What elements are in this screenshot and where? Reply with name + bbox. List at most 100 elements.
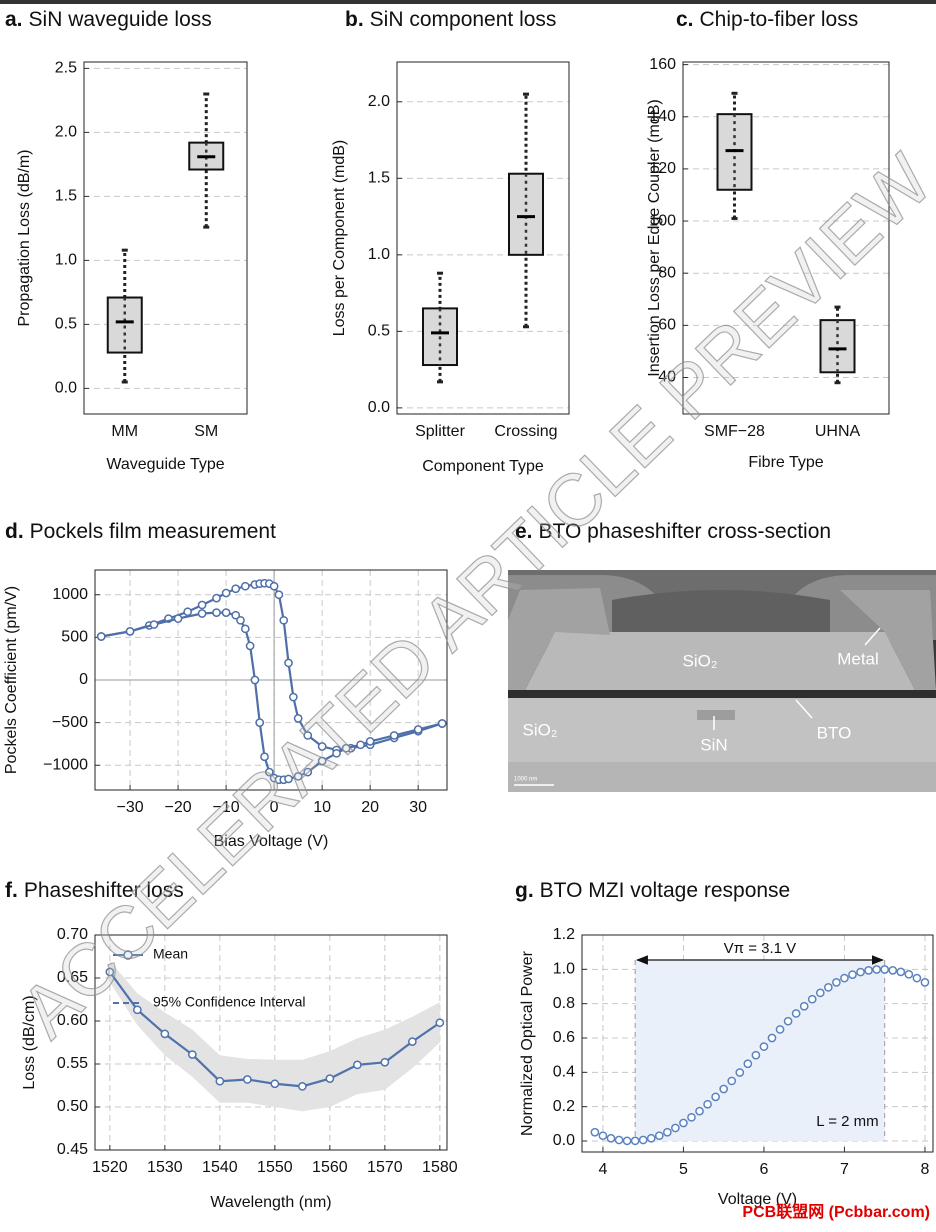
y-axis-label: Normalized Optical Power bbox=[519, 950, 536, 1136]
annotation: Vπ = 3.1 V bbox=[724, 940, 796, 957]
point bbox=[872, 965, 881, 974]
y-tick-label: −1000 bbox=[43, 756, 88, 773]
point bbox=[823, 983, 833, 992]
y-axis-label: Loss per Component (mdB) bbox=[331, 140, 348, 337]
y-tick-label: 60 bbox=[658, 317, 676, 334]
panel-title-text: BTO MZI voltage response bbox=[540, 879, 791, 902]
point bbox=[243, 1075, 252, 1084]
y-tick-label: 0.50 bbox=[57, 1098, 88, 1115]
x-tick-label: 5 bbox=[679, 1161, 688, 1178]
x-tick-label: MM bbox=[111, 423, 138, 440]
panel-title: c. Chip-to-fiber loss bbox=[676, 8, 858, 31]
x-tick-label: Crossing bbox=[494, 423, 557, 440]
tem-image bbox=[508, 570, 936, 792]
panel-title-text: Phaseshifter loss bbox=[24, 879, 184, 902]
top-bar bbox=[0, 0, 936, 4]
y-tick-label: 0.8 bbox=[553, 995, 575, 1012]
point bbox=[437, 719, 447, 728]
point bbox=[408, 1037, 417, 1046]
panel-letter: g. bbox=[515, 879, 534, 902]
y-tick-label: 0.2 bbox=[553, 1098, 575, 1115]
point bbox=[105, 967, 115, 977]
point bbox=[389, 731, 399, 740]
y-axis-label: Loss (dB/cm) bbox=[21, 995, 38, 1089]
panel-title: a. SiN waveguide loss bbox=[5, 8, 212, 31]
point bbox=[231, 610, 241, 620]
point bbox=[183, 607, 193, 617]
image-label: SiN bbox=[700, 735, 727, 754]
legend-label: 95% Confidence Interval bbox=[153, 994, 306, 1010]
plot-frame bbox=[581, 934, 934, 1153]
point bbox=[622, 1136, 632, 1146]
point bbox=[245, 641, 255, 651]
point bbox=[317, 756, 327, 766]
y-tick-label: 1.2 bbox=[553, 926, 575, 943]
point bbox=[783, 1016, 793, 1026]
plot-frame bbox=[682, 61, 890, 415]
x-axis-label: Voltage (V) bbox=[718, 1191, 797, 1208]
y-tick-label: 0.5 bbox=[368, 323, 390, 340]
y-tick-label: 1.0 bbox=[55, 252, 77, 269]
point bbox=[743, 1059, 753, 1069]
point bbox=[325, 1074, 335, 1083]
point bbox=[250, 675, 260, 685]
x-tick-label: UHNA bbox=[815, 423, 861, 440]
panel-title: b. SiN component loss bbox=[345, 8, 556, 31]
point bbox=[240, 581, 250, 591]
y-tick-label: 0.0 bbox=[55, 380, 77, 397]
point bbox=[719, 1084, 729, 1094]
point bbox=[264, 767, 274, 777]
panel-letter: d. bbox=[5, 520, 24, 543]
x-axis-label: Fibre Type bbox=[748, 454, 823, 471]
point bbox=[236, 615, 245, 625]
point bbox=[231, 584, 241, 594]
image-label: Metal bbox=[837, 649, 879, 668]
point bbox=[920, 978, 930, 987]
x-axis-label: Wavelength (nm) bbox=[210, 1194, 331, 1211]
y-tick-label: 1.0 bbox=[553, 961, 575, 978]
point bbox=[341, 743, 351, 753]
image-label: SiO₂ bbox=[683, 651, 718, 670]
point bbox=[654, 1131, 664, 1141]
panel-letter: e. bbox=[515, 520, 533, 543]
point bbox=[221, 588, 231, 598]
point bbox=[695, 1106, 704, 1116]
panel-title-text: Chip-to-fiber loss bbox=[700, 8, 859, 31]
point bbox=[356, 740, 365, 750]
point bbox=[288, 692, 298, 702]
x-tick-label: SM bbox=[194, 423, 218, 440]
point bbox=[662, 1127, 672, 1137]
y-tick-label: 40 bbox=[658, 369, 676, 386]
y-tick-label: 2.0 bbox=[55, 124, 77, 141]
x-tick-label: −30 bbox=[116, 799, 143, 816]
point bbox=[880, 965, 890, 974]
point bbox=[912, 973, 922, 983]
plot-area bbox=[84, 62, 247, 414]
y-tick-label: 0.0 bbox=[553, 1132, 575, 1149]
point bbox=[606, 1133, 616, 1143]
point bbox=[353, 1060, 362, 1070]
x-tick-label: −10 bbox=[213, 799, 240, 816]
point bbox=[284, 658, 293, 668]
panel-letter: a. bbox=[5, 8, 23, 31]
point bbox=[590, 1127, 600, 1137]
y-axis-label: Pockels Coefficient (pm/V) bbox=[3, 586, 20, 774]
point bbox=[255, 718, 265, 727]
point bbox=[864, 966, 873, 975]
panel-title: e. BTO phaseshifter cross-section bbox=[515, 520, 831, 543]
point bbox=[703, 1099, 712, 1109]
scale-bar-label: 1000 nm bbox=[514, 777, 537, 783]
y-tick-label: −500 bbox=[52, 714, 88, 731]
point bbox=[435, 1018, 445, 1028]
point bbox=[807, 994, 817, 1004]
y-tick-label: 80 bbox=[658, 264, 676, 281]
point bbox=[711, 1092, 720, 1102]
point bbox=[598, 1131, 608, 1141]
annotation: L = 2 mm bbox=[816, 1113, 878, 1130]
point bbox=[727, 1076, 737, 1086]
x-tick-label: 10 bbox=[313, 799, 331, 816]
point bbox=[840, 973, 849, 983]
y-tick-label: 1.0 bbox=[368, 246, 390, 263]
x-tick-label: 1580 bbox=[422, 1159, 458, 1176]
